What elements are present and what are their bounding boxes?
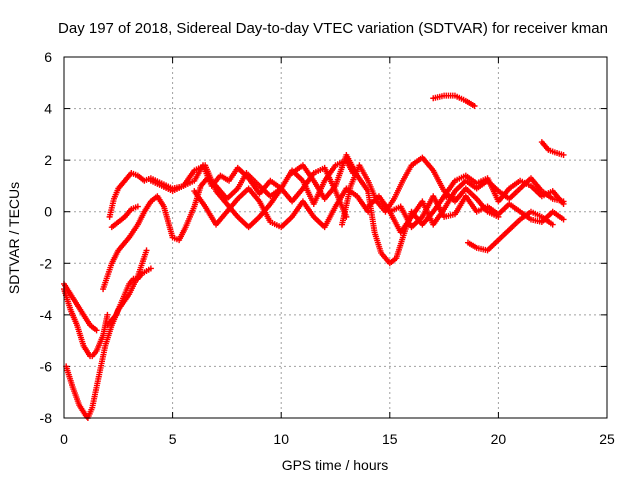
x-axis-title: GPS time / hours	[282, 457, 389, 473]
y-tick-label: -4	[40, 307, 53, 323]
series-arc-3	[61, 280, 100, 334]
y-tick-labels: -8 -6 -4 -2 0 2 4 6	[40, 49, 53, 426]
series-arc-11	[339, 154, 502, 228]
data-point	[147, 265, 154, 272]
data-point	[560, 216, 567, 223]
y-tick-label: 4	[44, 101, 52, 117]
data-point	[549, 221, 556, 228]
x-tick-label: 10	[273, 431, 289, 447]
data-marks	[61, 92, 567, 421]
data-point	[134, 203, 141, 210]
y-tick-label: -8	[40, 410, 53, 426]
y-tick-label: -6	[40, 358, 53, 374]
x-tick-labels: 0 5 10 15 20 25	[60, 431, 615, 447]
data-point	[143, 247, 150, 254]
x-tick-label: 25	[599, 431, 615, 447]
series-arc-14	[441, 172, 567, 207]
series-arc-17	[538, 139, 567, 158]
data-point	[560, 151, 567, 158]
data-point	[93, 327, 100, 334]
y-tick-label: 6	[44, 49, 52, 65]
x-tick-label: 0	[60, 431, 68, 447]
data-point	[560, 200, 567, 207]
series-arc-15	[464, 208, 556, 254]
x-tick-label: 5	[169, 431, 177, 447]
series-arc-7	[108, 203, 141, 231]
series-arc-16	[430, 92, 478, 109]
series-arc-13	[386, 193, 567, 231]
data-point	[104, 311, 111, 318]
series-arc-1	[61, 286, 111, 360]
y-tick-label: 2	[44, 152, 52, 168]
x-tick-label: 15	[382, 431, 398, 447]
data-point	[365, 208, 372, 215]
chart-title: Day 197 of 2018, Sidereal Day-to-day VTE…	[58, 20, 608, 37]
y-tick-label: -2	[40, 255, 53, 271]
series-arc-9	[191, 185, 372, 231]
plot-frame	[63, 56, 608, 419]
data-point	[471, 102, 478, 109]
x-tick-label: 20	[491, 431, 507, 447]
series-arc-5	[104, 265, 154, 329]
y-axis-title: SDTVAR / TECUs	[6, 182, 22, 294]
y-tick-label: 0	[44, 204, 52, 220]
